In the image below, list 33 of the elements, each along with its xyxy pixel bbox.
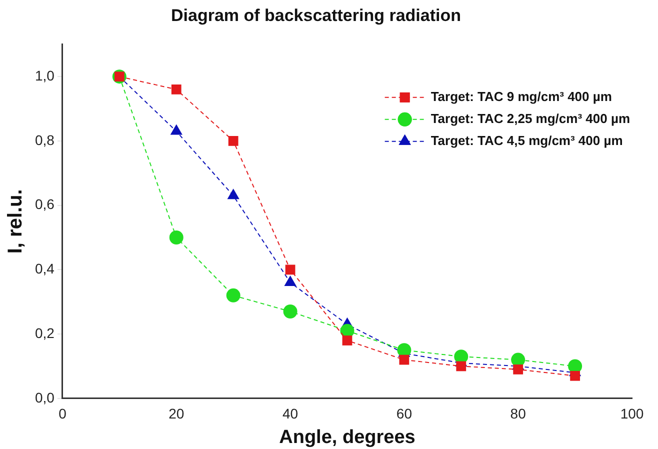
point	[570, 370, 580, 381]
point	[568, 359, 582, 374]
legend-label: Target: TAC 2,25 mg/cm³ 400 µm	[430, 110, 630, 126]
point	[342, 336, 352, 346]
x-tick-label: 100	[620, 406, 644, 422]
point	[226, 288, 240, 302]
point	[397, 343, 412, 358]
legend-label: Target: TAC 4,5 mg/cm³ 400 µm	[430, 132, 623, 148]
point	[399, 354, 410, 365]
point	[169, 230, 184, 244]
point	[456, 361, 466, 372]
y-tick-label: 0,2	[34, 324, 55, 341]
point	[228, 136, 238, 146]
point	[284, 276, 296, 286]
y-tick-label: 0,8	[34, 132, 55, 148]
x-tick-label: 40	[282, 406, 298, 422]
y-tick-label: 0,0	[34, 389, 55, 406]
legend-label: Target: TAC 9 mg/cm³ 400 µm	[430, 88, 612, 104]
point	[454, 350, 468, 364]
x-tick-label: 0	[58, 406, 67, 422]
x-tick-label: 80	[510, 406, 526, 422]
point	[283, 304, 298, 319]
point	[513, 364, 524, 374]
point	[171, 84, 182, 94]
x-tick-label: 60	[396, 406, 412, 422]
y-tick-label: 0,6	[34, 196, 55, 212]
x-tick-label: 20	[168, 406, 184, 422]
chart-title: Diagram of backscattering radiation	[170, 6, 462, 25]
x-axis-title: Angle, degrees	[279, 426, 416, 448]
y-axis-title: I, rel.u.	[4, 189, 27, 254]
y-tick-label: 1,0	[34, 67, 55, 84]
point	[285, 264, 296, 275]
y-tick-label: 0,4	[34, 260, 55, 277]
